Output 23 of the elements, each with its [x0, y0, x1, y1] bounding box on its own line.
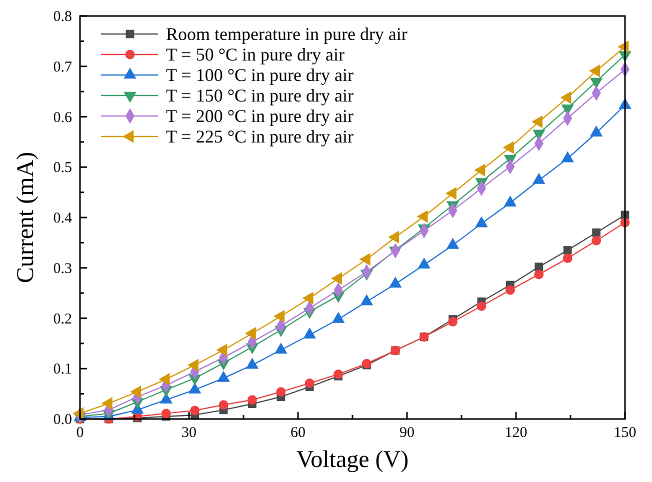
y-tick-label: 0.3 — [53, 260, 72, 277]
y-tick-label: 0.1 — [53, 362, 72, 378]
x-tick-label: 120 — [504, 425, 528, 441]
x-tick-label: 150 — [614, 425, 636, 441]
x-tick-label: 30 — [182, 425, 196, 441]
legend-label: T = 50 °C in pure dry air — [166, 44, 344, 64]
legend-label: T = 200 °C in pure dry air — [166, 106, 354, 126]
x-tick-label: 90 — [400, 425, 414, 441]
x-tick-label: 60 — [290, 425, 306, 441]
y-tick-label: 0.5 — [53, 160, 72, 176]
y-tick-label: 0.8 — [53, 9, 72, 25]
y-axis-title: Current (mA) — [13, 152, 39, 284]
x-axis-title: Voltage (V) — [296, 447, 409, 473]
y-tick-label: 0.6 — [53, 110, 72, 126]
y-tick-label: 0.2 — [53, 311, 72, 328]
legend-label: Room temperature in pure dry air — [166, 24, 408, 44]
y-tick-label: 0.4 — [53, 210, 72, 226]
legend-label: T = 100 °C in pure dry air — [166, 65, 354, 85]
legend-label: T = 150 °C in pure dry air — [166, 86, 354, 106]
y-tick-label: 0.0 — [53, 412, 72, 428]
y-tick-label: 0.7 — [53, 59, 72, 76]
legend-label: T = 225 °C in pure dry air — [166, 126, 354, 146]
x-tick-label: 0 — [76, 425, 84, 441]
